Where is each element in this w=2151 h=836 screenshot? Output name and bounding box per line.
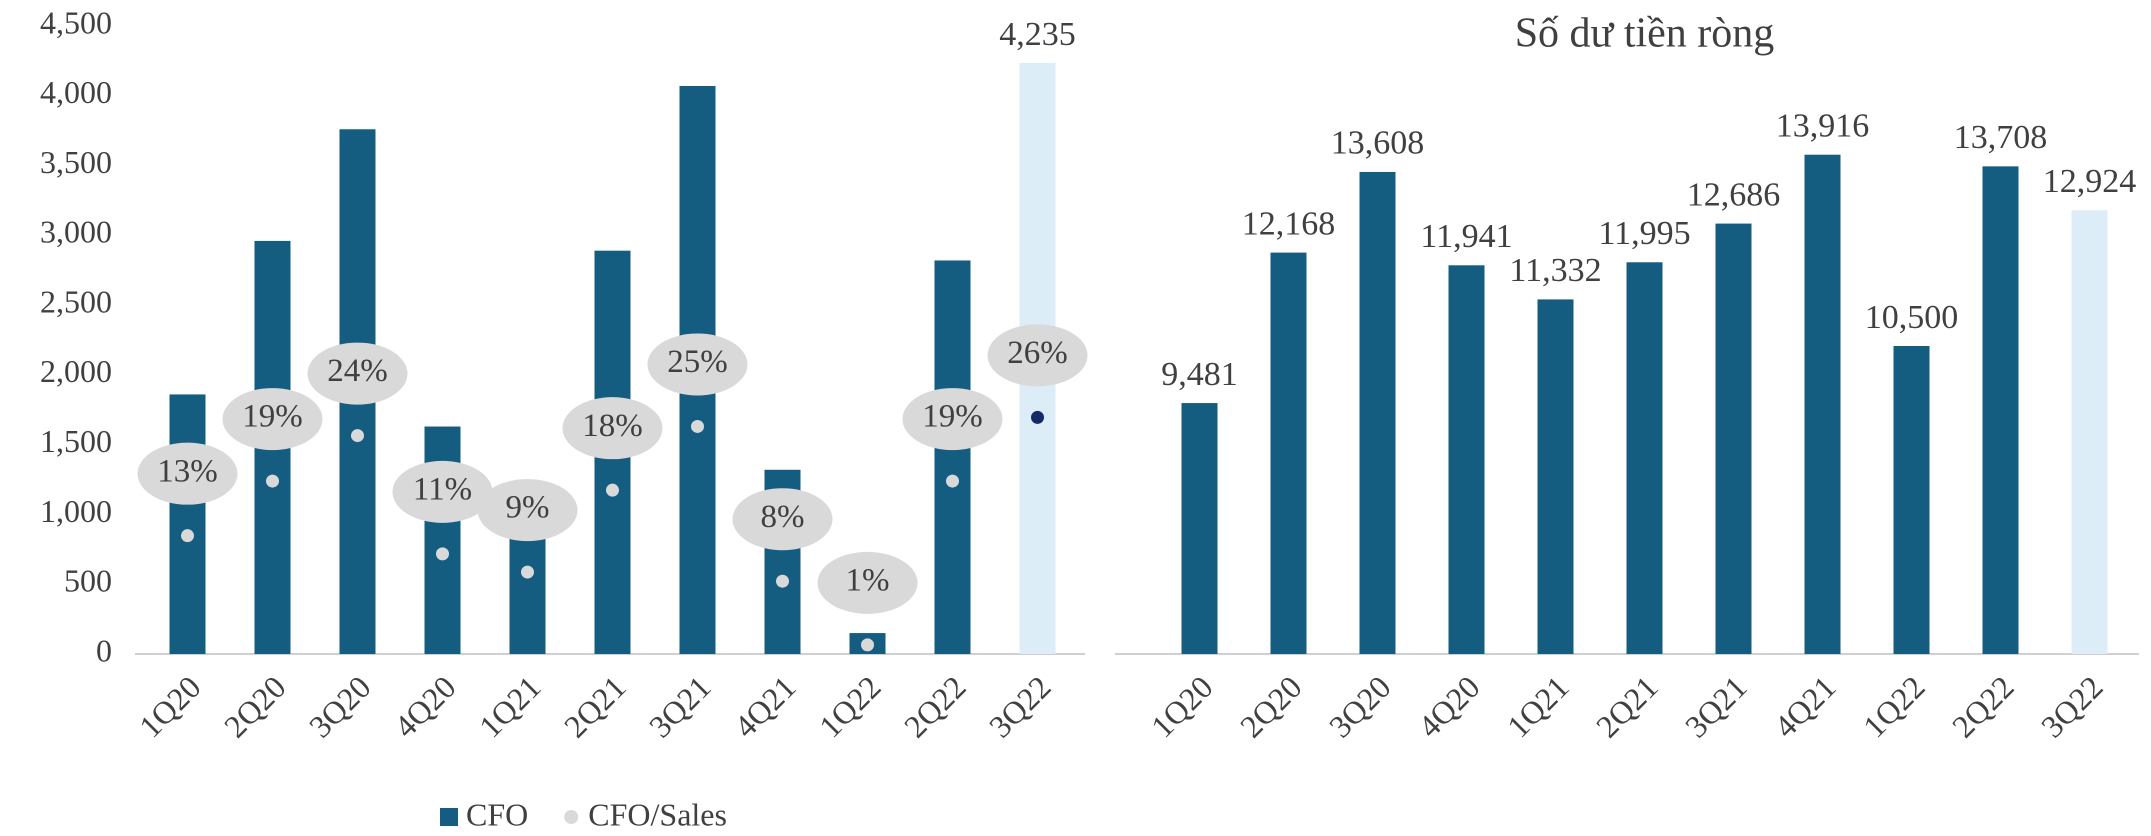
x-tick-label: 3Q22 [2034, 669, 2110, 745]
data-label: 11,941 [1420, 218, 1512, 255]
x-tick-label: 3Q22 [982, 669, 1058, 745]
y-tick-label: 1,000 [40, 493, 112, 529]
bar [1359, 171, 1396, 654]
data-label: 9% [506, 490, 550, 526]
data-label: 11% [413, 471, 472, 507]
data-label: 8% [761, 499, 805, 535]
x-tick-label: 4Q20 [387, 669, 463, 745]
y-tick-label: 1,500 [40, 423, 112, 459]
y-tick-label: 4,000 [40, 74, 112, 110]
dot [606, 483, 619, 497]
label-bubble [222, 388, 323, 451]
y-tick-label: 500 [64, 563, 112, 599]
y-tick-label: 2,500 [40, 283, 112, 319]
bar [1448, 265, 1485, 654]
y-tick-label: 4,500 [40, 4, 112, 40]
data-label: 11,332 [1509, 252, 1601, 289]
data-label: 18% [582, 408, 643, 444]
legend-label: CFO/Sales [588, 796, 727, 832]
x-tick-label: 3Q21 [1678, 669, 1754, 745]
x-tick-label: 2Q20 [1233, 669, 1309, 745]
x-tick-label: 4Q21 [1767, 669, 1843, 745]
data-label: 11,995 [1598, 215, 1690, 252]
dot [776, 574, 789, 588]
dot [946, 474, 959, 488]
bar [1982, 166, 2019, 655]
dot [351, 429, 364, 443]
x-tick-label: 1Q22 [1856, 669, 1932, 745]
bar [934, 260, 971, 654]
label-bubble [392, 460, 493, 523]
x-tick-label: 1Q20 [1144, 669, 1220, 745]
data-label: 13% [157, 453, 218, 489]
dot [691, 419, 704, 433]
x-tick-label: 3Q20 [302, 669, 378, 745]
data-label: 1% [846, 562, 890, 598]
data-label: 25% [667, 344, 728, 380]
bar [1893, 346, 1930, 654]
bar [169, 394, 206, 654]
bar [1537, 299, 1574, 654]
data-label: 13,708 [1954, 119, 2048, 156]
data-label: 26% [1007, 335, 1068, 371]
dot [861, 638, 874, 652]
x-tick-label: 1Q20 [132, 669, 208, 745]
dot [266, 474, 279, 488]
bar [1181, 403, 1218, 654]
label-bubble [817, 551, 918, 614]
label-bubble [137, 442, 238, 505]
dot [1031, 410, 1044, 424]
data-label: 19% [922, 399, 983, 435]
y-tick-label: 2,000 [40, 353, 112, 389]
label-bubble [732, 488, 833, 551]
x-tick-label: 1Q21 [1500, 669, 1576, 745]
x-tick-label: 1Q21 [472, 669, 548, 745]
dot [521, 565, 534, 579]
x-tick-label: 4Q20 [1411, 669, 1487, 745]
x-tick-label: 2Q22 [1945, 669, 2021, 745]
legend-swatch [564, 810, 579, 824]
dot [181, 529, 194, 543]
data-label: 13,916 [1776, 108, 1870, 145]
dot [436, 547, 449, 561]
x-tick-label: 2Q21 [1589, 669, 1665, 745]
x-tick-label: 1Q22 [812, 669, 888, 745]
bar [1626, 262, 1663, 654]
label-bubble [902, 388, 1003, 451]
data-label: 9,481 [1161, 356, 1238, 393]
data-label: 12,924 [2043, 163, 2137, 200]
y-tick-label: 3,500 [40, 144, 112, 180]
y-tick-label: 0 [96, 632, 112, 668]
label-bubble [477, 479, 578, 542]
bar [2071, 210, 2108, 655]
label-bubble [987, 324, 1088, 387]
legend-swatch [440, 808, 458, 826]
data-label: 13,608 [1331, 125, 1425, 162]
label-bubble [647, 333, 748, 396]
y-tick-label: 3,000 [40, 214, 112, 250]
x-tick-label: 2Q22 [897, 669, 973, 745]
legend-label: CFO [466, 796, 528, 832]
data-label: 4,235 [999, 16, 1076, 53]
data-label: 12,168 [1242, 205, 1336, 242]
bar [1804, 154, 1841, 655]
bar [1715, 223, 1752, 655]
label-bubble [562, 397, 663, 460]
x-tick-label: 2Q21 [557, 669, 633, 745]
data-label: 10,500 [1865, 299, 1959, 336]
data-label: 24% [327, 353, 388, 389]
data-label: 19% [242, 399, 303, 435]
bar [424, 426, 461, 654]
x-tick-label: 3Q20 [1322, 669, 1398, 745]
chart-title: Số dư tiền ròng [1515, 11, 1775, 57]
x-tick-label: 3Q21 [642, 669, 718, 745]
x-tick-label: 2Q20 [217, 669, 293, 745]
label-bubble [307, 342, 408, 405]
x-tick-label: 4Q21 [727, 669, 803, 745]
bar [1270, 252, 1307, 655]
data-label: 12,686 [1687, 176, 1781, 213]
